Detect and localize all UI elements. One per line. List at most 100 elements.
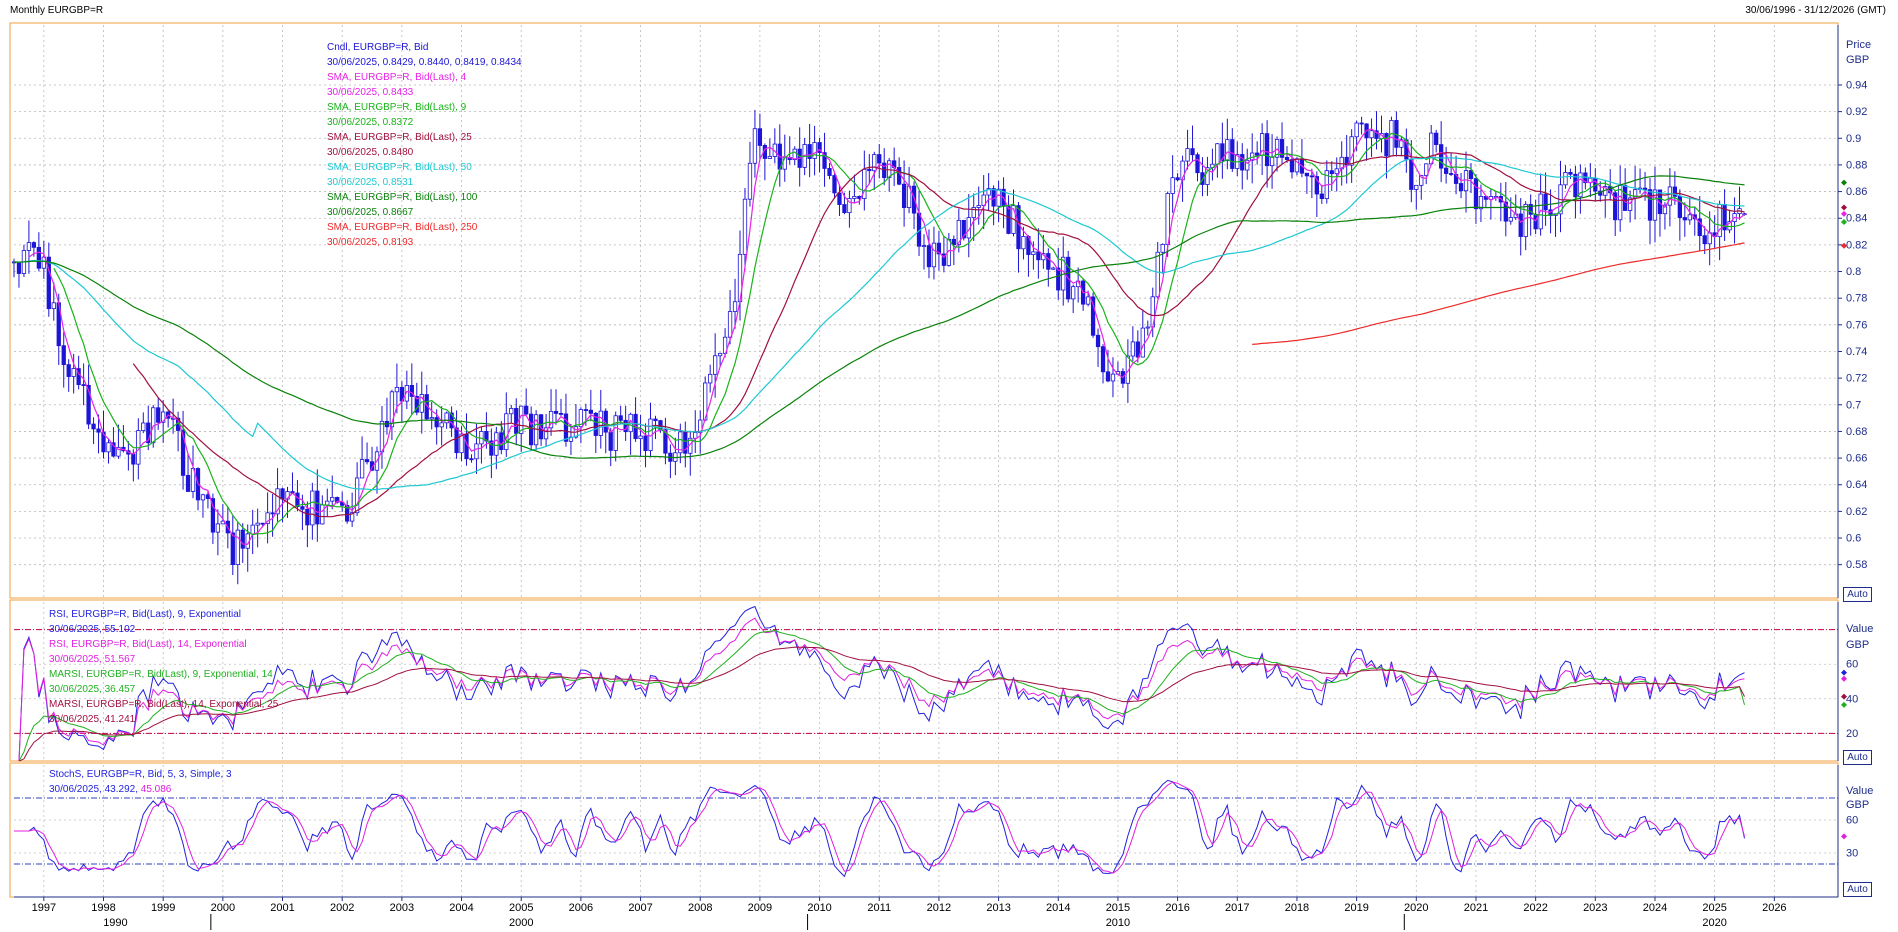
candle-body: [877, 154, 882, 164]
candle-body: [1334, 168, 1339, 175]
stoch-unit-label: Value: [1846, 785, 1873, 797]
price-legend-line: 30/06/2025, 0.8372: [327, 117, 414, 128]
candle-body: [1503, 201, 1508, 222]
x-tick-label: 2023: [1583, 902, 1607, 914]
x-tick-label: 2014: [1046, 902, 1070, 914]
candle-body: [693, 432, 698, 439]
candle-body: [807, 144, 812, 159]
candle-body: [1523, 203, 1528, 237]
x-tick-label: 2002: [330, 902, 354, 914]
candle-body: [1429, 132, 1434, 165]
rsi-tick-label: 40: [1846, 693, 1858, 705]
candle-body: [404, 385, 409, 402]
candle-body: [1647, 189, 1653, 221]
x-tick-label: 2018: [1285, 902, 1309, 914]
rsi-panel-border: [9, 599, 1839, 762]
stoch-legend-date: 30/06/2025,: [49, 784, 105, 795]
price-auto-button[interactable]: Auto: [1843, 587, 1872, 602]
stoch-tick-label: 60: [1846, 815, 1858, 827]
price-tick-label: 0.78: [1846, 293, 1867, 305]
price-tick-label: 0.68: [1846, 426, 1867, 438]
candle-body: [1056, 267, 1061, 291]
rsi-legend-line: 30/06/2025, 55.102: [49, 624, 136, 635]
candle-body: [663, 429, 668, 454]
candle-body: [1642, 187, 1648, 190]
candle-body: [538, 414, 544, 440]
candle-body: [260, 522, 265, 525]
rsi-last-marker: [1841, 669, 1847, 676]
x-tick-label: 2003: [390, 902, 414, 914]
last-value-marker: [1841, 210, 1847, 217]
price-tick-label: 0.9: [1846, 133, 1861, 145]
candle-body: [1369, 130, 1374, 139]
x-tick-label: 2013: [986, 902, 1010, 914]
stoch-auto-button[interactable]: Auto: [1843, 882, 1872, 897]
candle-body: [439, 422, 444, 428]
candle-body: [146, 422, 151, 444]
stoch-legend-sep: ,: [135, 784, 141, 795]
candle-body: [185, 474, 191, 492]
candle-body: [832, 175, 837, 194]
candle-body: [1458, 183, 1464, 192]
candle-body: [1314, 176, 1319, 195]
stoch-panel-border: [9, 762, 1839, 898]
price-tick-label: 0.7: [1846, 399, 1861, 411]
candle-body: [996, 188, 1001, 207]
candle-body: [971, 207, 976, 218]
candle-body: [956, 219, 961, 245]
price-tick-label: 0.76: [1846, 319, 1867, 331]
candle-body: [613, 415, 618, 451]
rsi-unit-label: GBP: [1846, 639, 1869, 651]
price-tick-label: 0.84: [1846, 213, 1867, 225]
x-tick-label: 2015: [1106, 902, 1130, 914]
candle-body: [643, 435, 648, 452]
candle-body: [1100, 346, 1106, 373]
stoch-legend-values: 30/06/2025, 43.292, 45.086: [49, 782, 232, 797]
rsi-unit-label: Value: [1846, 623, 1873, 635]
candle-body: [235, 529, 240, 565]
candle-body: [1051, 267, 1056, 270]
candle-body: [1125, 355, 1131, 384]
candle-body: [1424, 163, 1429, 176]
candle-body: [250, 524, 255, 535]
candle-body: [1439, 144, 1444, 169]
price-legend-line: SMA, EURGBP=R, Bid(Last), 25: [327, 132, 472, 143]
candle-body: [315, 490, 320, 525]
candle-body: [210, 498, 216, 533]
candle-body: [717, 352, 723, 357]
price-unit-label: Price: [1846, 39, 1871, 51]
candle-body: [1573, 173, 1578, 198]
candle-body: [1225, 139, 1230, 161]
candle-body: [106, 442, 111, 453]
candle-body: [598, 410, 603, 436]
rsi-legend-line: MARSI, EURGBP=R, Bid(Last), 9, Exponenti…: [49, 669, 273, 680]
candle-body: [653, 418, 658, 421]
candle-body: [713, 355, 718, 375]
rsi-tick-label: 20: [1846, 728, 1858, 740]
price-legend-line: 30/06/2025, 0.8667: [327, 207, 414, 218]
rsi-legend-line: RSI, EURGBP=R, Bid(Last), 14, Exponentia…: [49, 639, 247, 650]
x-tick-label: 2019: [1344, 902, 1368, 914]
stoch-legend-title: StochS, EURGBP=R, Bid, 5, 3, Simple, 3: [49, 769, 232, 780]
candle-body: [409, 385, 414, 397]
candle-body: [1692, 214, 1697, 220]
candle-body: [66, 364, 71, 377]
candle-body: [474, 443, 479, 460]
candle-body: [976, 205, 981, 208]
candle-body: [345, 504, 350, 522]
candle-body: [1240, 154, 1245, 171]
sma-25-line: [132, 151, 1745, 518]
stoch-last-marker: [1841, 833, 1847, 840]
candle-body: [1105, 371, 1111, 382]
price-legend-line: SMA, EURGBP=R, Bid(Last), 9: [327, 102, 467, 113]
rsi-legend-line: 30/06/2025, 36.457: [49, 684, 136, 695]
candle-body: [1563, 172, 1568, 186]
candle-body: [524, 405, 529, 415]
price-tick-label: 0.8: [1846, 266, 1861, 278]
candle-body: [852, 196, 857, 199]
candle-body: [678, 431, 683, 454]
rsi-auto-button[interactable]: Auto: [1843, 750, 1872, 765]
sma-100-line: [13, 175, 1745, 459]
stoch-panel: 30 60 Value GBP: [9, 762, 1873, 898]
